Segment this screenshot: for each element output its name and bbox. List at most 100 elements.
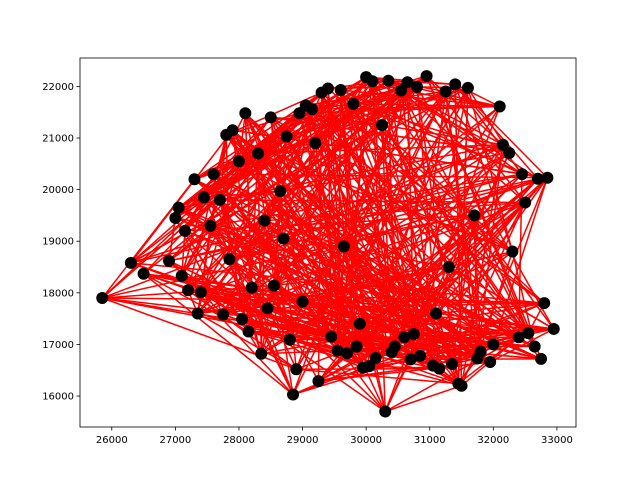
tour-segment — [102, 297, 545, 304]
y-tick-label: 20000 — [42, 185, 74, 196]
tour-segment — [296, 368, 459, 385]
data-point — [239, 107, 252, 120]
tour-segment — [270, 116, 440, 370]
tour-segment — [473, 215, 479, 359]
data-point — [493, 100, 506, 113]
tour-segment — [203, 197, 294, 395]
tour-segment — [451, 215, 475, 365]
x-tick-label: 27000 — [159, 435, 191, 446]
data-point — [541, 171, 554, 184]
tour-segment — [187, 134, 227, 291]
tour-segment — [339, 89, 406, 338]
x-tick-label: 26000 — [96, 435, 128, 446]
tour-segment — [178, 80, 373, 209]
tour-segment — [343, 245, 415, 335]
tour-segment — [200, 108, 313, 293]
x-tick-label: 28000 — [223, 435, 255, 446]
tour-segment — [219, 199, 320, 382]
data-point — [163, 254, 176, 267]
tour-segment — [295, 81, 409, 370]
tour-segment — [266, 76, 367, 309]
data-point — [175, 269, 188, 282]
data-point — [337, 240, 350, 253]
tour-segment — [168, 260, 224, 316]
tour-segment — [184, 196, 205, 232]
tour-segment — [384, 385, 462, 413]
tour-segment — [384, 152, 510, 412]
tour-segment — [340, 89, 463, 386]
tour-segment — [404, 336, 478, 360]
x-tick-label: 30000 — [350, 435, 382, 446]
tour-segment — [317, 144, 504, 382]
tour-segment — [130, 262, 545, 304]
data-point — [255, 347, 268, 360]
data-point — [309, 137, 322, 150]
x-tick-label: 33000 — [541, 435, 573, 446]
data-point — [366, 75, 379, 88]
data-point — [213, 193, 226, 206]
tour-segment — [101, 178, 196, 299]
data-point — [411, 80, 424, 93]
data-point — [347, 97, 360, 110]
tour-segment — [368, 178, 539, 367]
data-point — [449, 78, 462, 91]
data-point — [515, 168, 528, 181]
data-point — [535, 352, 548, 365]
data-point — [407, 328, 420, 341]
data-point — [306, 103, 319, 116]
data-point — [124, 256, 137, 269]
data-point — [547, 322, 560, 335]
tour-segment — [143, 103, 354, 275]
tour-segment — [454, 84, 463, 386]
tour-segment — [327, 87, 513, 253]
data-point — [404, 353, 417, 366]
data-point — [325, 330, 338, 343]
tour-segment — [387, 80, 523, 175]
plot-frame — [79, 57, 577, 428]
data-point — [226, 124, 239, 137]
tour-segment — [143, 104, 307, 275]
data-point — [398, 331, 411, 344]
tour-segment — [244, 112, 459, 385]
data-point — [274, 185, 287, 198]
tour-segment — [184, 116, 272, 232]
tour-segment — [381, 125, 393, 353]
tour-segment — [381, 124, 503, 146]
data-point — [242, 325, 255, 338]
data-point — [264, 111, 277, 124]
data-point — [188, 173, 201, 186]
data-point — [283, 333, 296, 346]
data-point — [252, 147, 265, 160]
tour-segment — [238, 160, 529, 334]
tour-segment — [454, 84, 514, 252]
y-tick-label: 22000 — [42, 82, 74, 93]
tour-segment — [181, 199, 221, 277]
tour-segment — [270, 116, 316, 144]
data-point — [531, 172, 544, 185]
tour-segment — [343, 245, 491, 363]
data-point — [277, 232, 290, 245]
tour-segment — [371, 81, 386, 412]
data-point — [474, 345, 487, 358]
tour-segment — [200, 291, 437, 315]
data-point — [137, 267, 150, 280]
tour-segment — [279, 190, 361, 325]
y-tick-label: 19000 — [42, 237, 74, 248]
data-point — [484, 355, 497, 368]
tour-segment — [181, 112, 300, 277]
tour-segment — [400, 89, 526, 204]
tour-segment — [197, 75, 428, 314]
data-point — [528, 340, 541, 353]
tour-segment — [231, 129, 377, 359]
data-point — [519, 196, 532, 209]
data-point — [232, 155, 245, 168]
data-point — [468, 209, 481, 222]
tour-segment — [102, 201, 526, 299]
data-point — [376, 119, 389, 132]
data-point — [420, 70, 433, 83]
tour-segment — [282, 108, 313, 239]
tour-segment — [298, 112, 494, 345]
tour-segment — [436, 302, 545, 315]
tour-segment — [416, 86, 555, 330]
tour-segment — [130, 219, 265, 264]
